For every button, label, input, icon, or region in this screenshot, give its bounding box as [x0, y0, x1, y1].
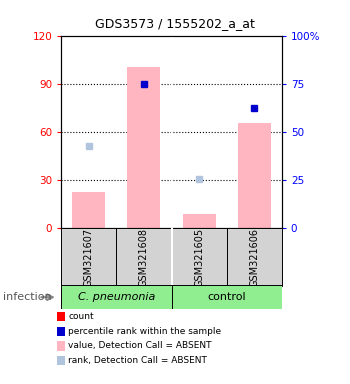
Bar	[61, 285, 172, 309]
Text: GDS3573 / 1555202_a_at: GDS3573 / 1555202_a_at	[95, 17, 255, 30]
Bar	[227, 228, 282, 286]
Text: count: count	[68, 312, 94, 321]
Bar	[116, 228, 172, 286]
Bar	[127, 67, 160, 228]
Text: control: control	[207, 292, 246, 302]
Bar	[61, 228, 116, 286]
Bar	[172, 228, 227, 286]
Text: GSM321608: GSM321608	[139, 228, 149, 287]
Text: GSM321605: GSM321605	[194, 228, 204, 287]
Text: GSM321607: GSM321607	[84, 228, 94, 287]
Text: percentile rank within the sample: percentile rank within the sample	[68, 327, 221, 336]
Bar	[238, 123, 271, 228]
Text: value, Detection Call = ABSENT: value, Detection Call = ABSENT	[68, 341, 212, 351]
Text: C. pneumonia: C. pneumonia	[78, 292, 155, 302]
Bar	[183, 214, 216, 228]
Text: GSM321606: GSM321606	[249, 228, 259, 287]
Bar	[172, 285, 282, 309]
Bar	[72, 192, 105, 228]
Text: rank, Detection Call = ABSENT: rank, Detection Call = ABSENT	[68, 356, 207, 365]
Text: infection: infection	[4, 292, 52, 302]
